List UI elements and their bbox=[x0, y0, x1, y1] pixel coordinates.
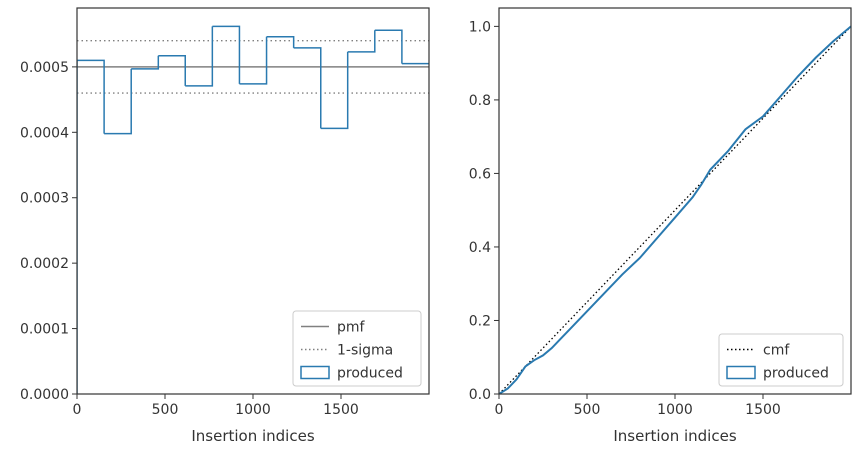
x-tick-label: 0 bbox=[495, 402, 504, 418]
legend-label: cmf bbox=[763, 343, 790, 359]
y-tick-label: 0.4 bbox=[469, 240, 491, 256]
histogram-bin bbox=[374, 29, 403, 64]
y-tick-label: 0.2 bbox=[469, 313, 491, 329]
histogram-bin bbox=[293, 47, 322, 129]
legend-label: pmf bbox=[337, 320, 366, 336]
histogram-bin bbox=[77, 59, 105, 394]
histogram-bin bbox=[185, 26, 214, 87]
x-tick-label: 0 bbox=[73, 402, 82, 418]
x-axis-label: Insertion indices bbox=[191, 427, 314, 445]
legend-box bbox=[718, 333, 844, 387]
produced-series-line bbox=[499, 25, 851, 394]
y-tick-label: 0.0001 bbox=[20, 322, 69, 338]
x-tick-label: 1500 bbox=[745, 402, 781, 418]
x-axis-label: Insertion indices bbox=[613, 427, 736, 445]
histogram-bin bbox=[212, 25, 241, 84]
y-tick-label: 0.6 bbox=[469, 166, 491, 182]
legend-label: produced bbox=[763, 366, 829, 382]
histogram-bin bbox=[131, 55, 160, 70]
legend-handle bbox=[300, 365, 330, 380]
legend-label: produced bbox=[337, 366, 403, 382]
y-tick-label: 0.0003 bbox=[20, 191, 69, 207]
x-tick-label: 500 bbox=[152, 402, 179, 418]
x-tick-label: 1000 bbox=[235, 402, 271, 418]
histogram-bin bbox=[104, 68, 132, 135]
x-tick-label: 1500 bbox=[323, 402, 359, 418]
x-tick-label: 500 bbox=[574, 402, 601, 418]
legend-handle bbox=[726, 365, 756, 380]
x-tick-label: 1000 bbox=[657, 402, 693, 418]
histogram-bin bbox=[158, 55, 186, 86]
y-tick-label: 1.0 bbox=[469, 19, 491, 35]
histogram-bin bbox=[320, 51, 349, 130]
y-tick-label: 0.0005 bbox=[20, 60, 69, 76]
y-tick-label: 0.0000 bbox=[20, 387, 69, 403]
y-tick-label: 0.0002 bbox=[20, 256, 69, 272]
histogram-bin bbox=[239, 36, 268, 85]
y-tick-label: 0.0 bbox=[469, 387, 491, 403]
y-tick-label: 0.0004 bbox=[20, 125, 69, 141]
histogram-bin bbox=[266, 36, 295, 48]
y-tick-label: 0.8 bbox=[469, 93, 491, 109]
cmf-series-line bbox=[499, 25, 851, 394]
legend-label: 1-sigma bbox=[337, 343, 393, 359]
histogram-bin bbox=[347, 30, 376, 53]
